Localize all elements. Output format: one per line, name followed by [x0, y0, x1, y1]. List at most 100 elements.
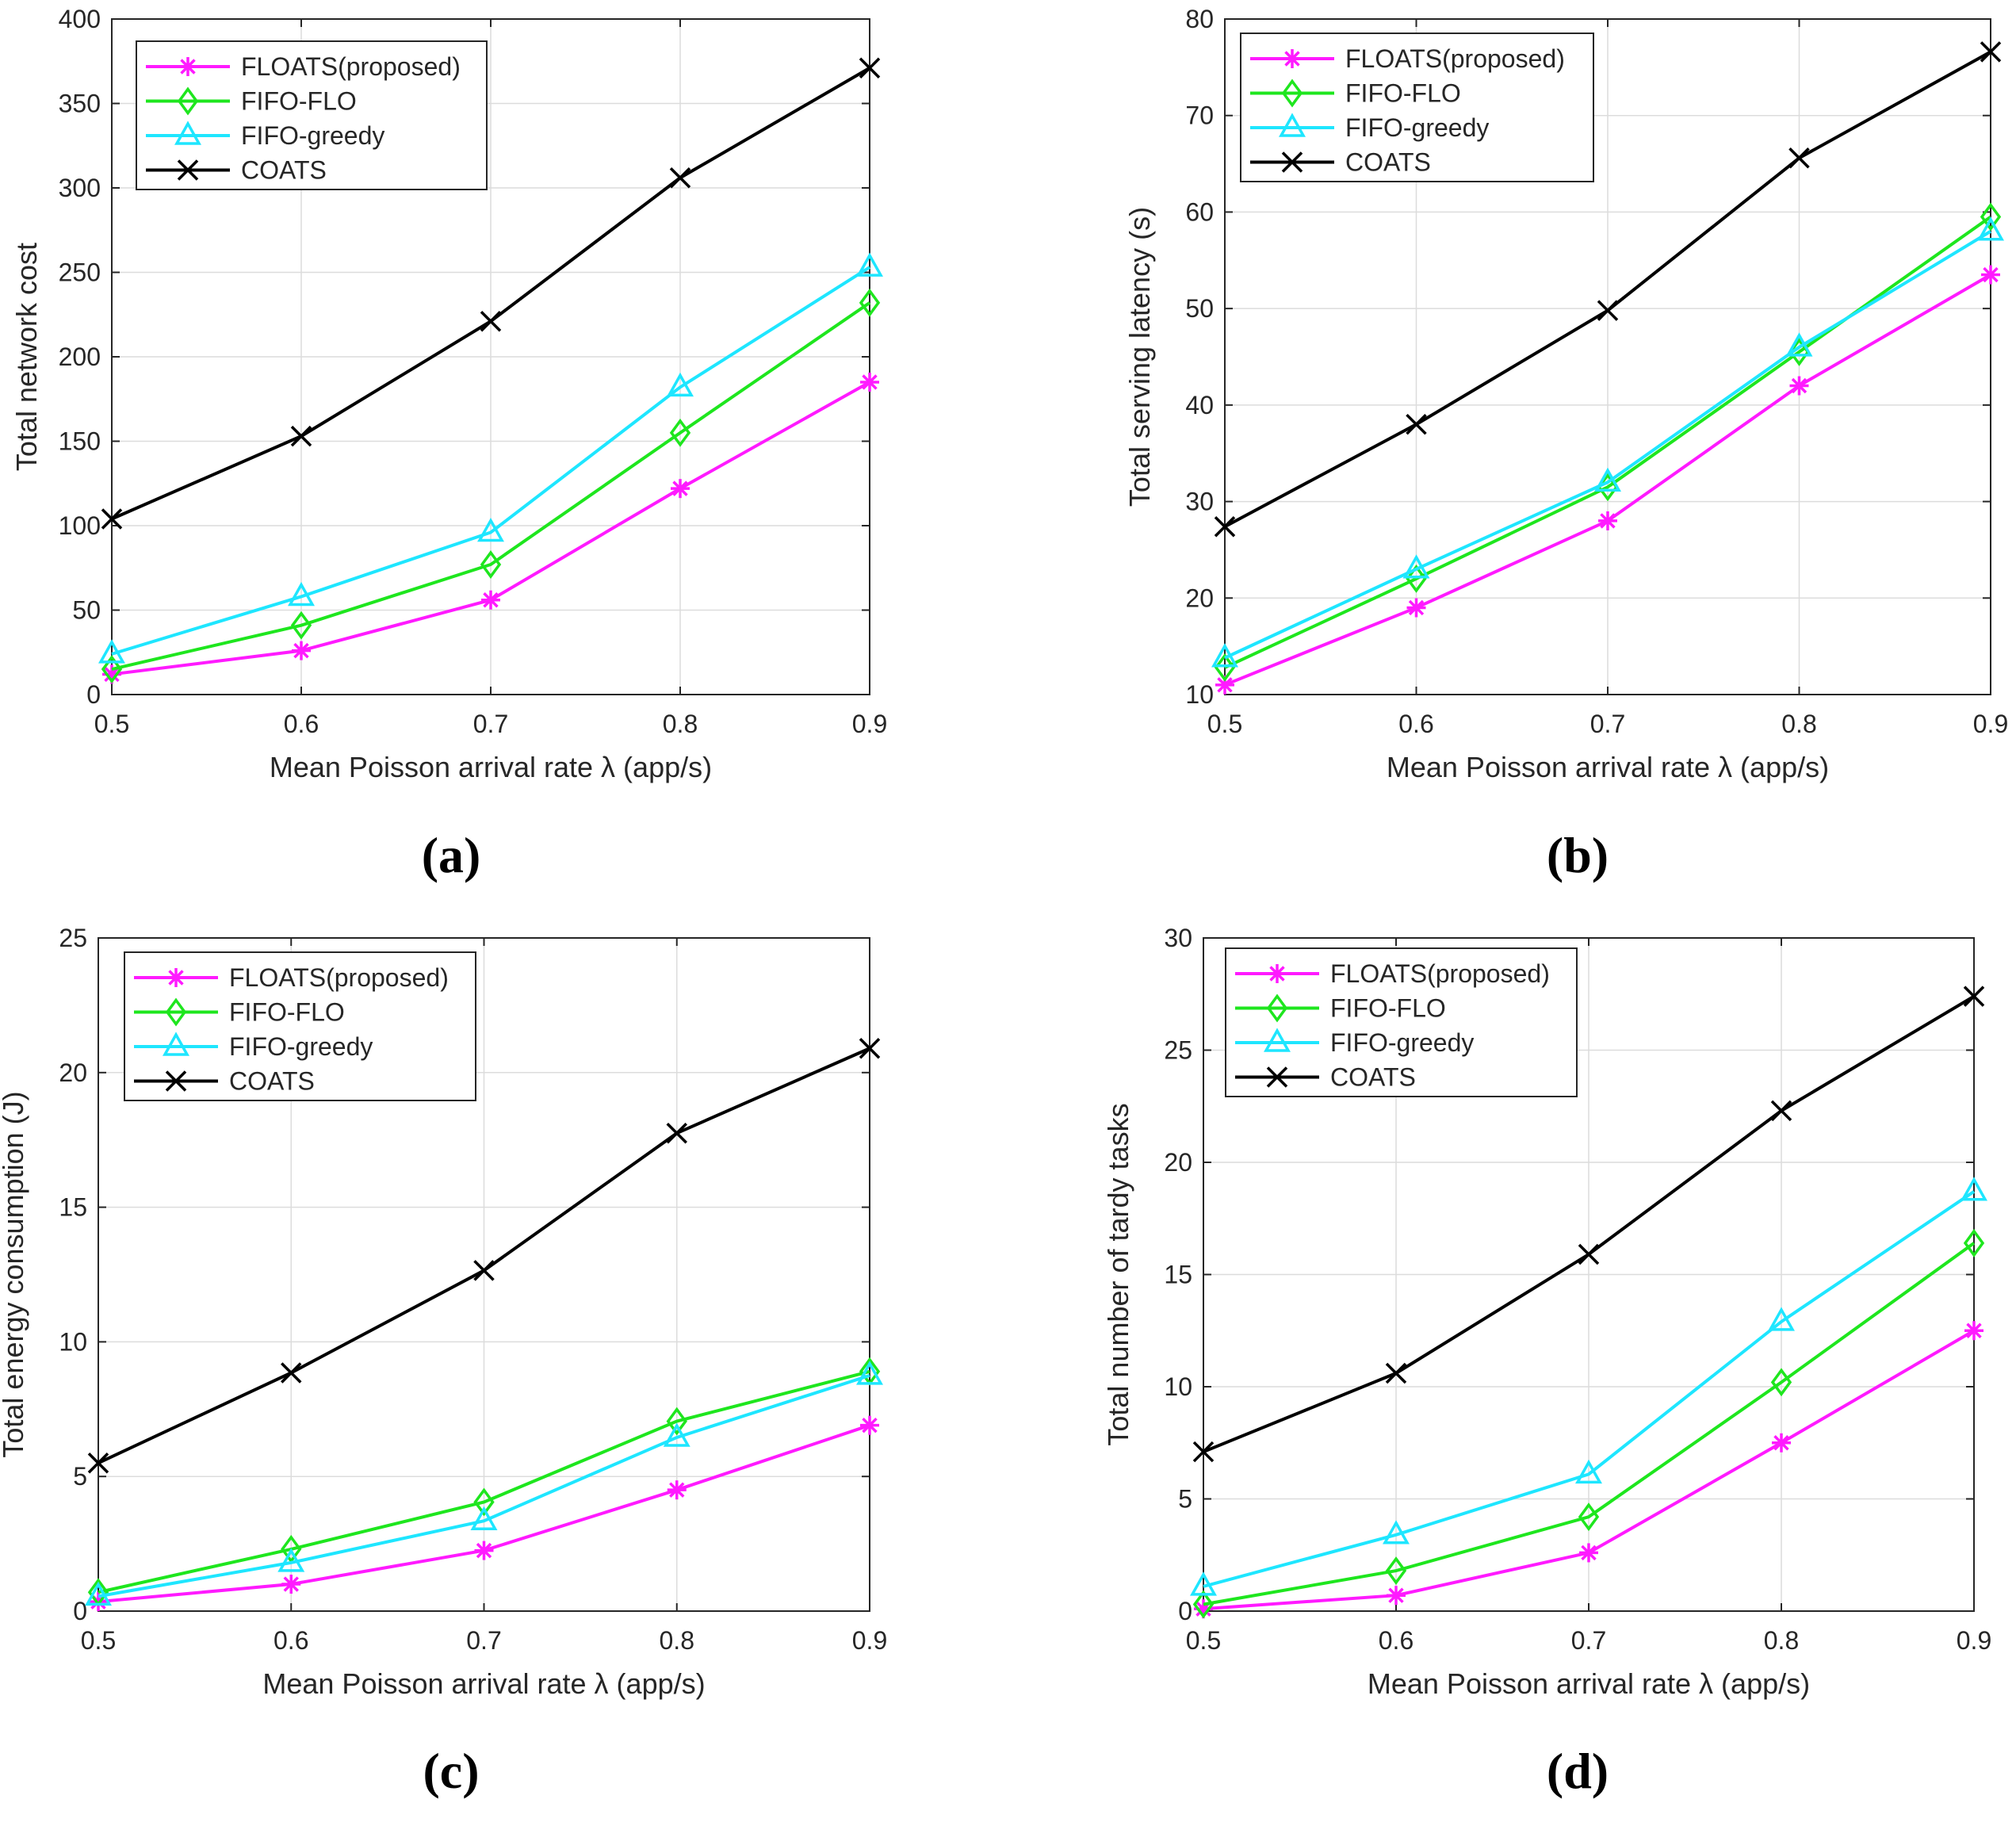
series-coats [1214, 41, 2002, 538]
series-coats [101, 57, 881, 530]
y-tick-label: 50 [1185, 294, 1214, 323]
data-point-cross [859, 57, 881, 79]
data-point-asterisk [860, 1415, 879, 1435]
data-point-cross [1192, 1441, 1215, 1463]
data-point-diamond [1963, 1228, 1985, 1257]
panel-label: (c) [423, 1743, 479, 1799]
legend-entry: FLOATS(proposed) [146, 52, 461, 81]
x-tick-label: 0.8 [660, 1626, 694, 1655]
y-tick-label: 15 [59, 1193, 87, 1222]
series-floats-proposed- [89, 1415, 879, 1612]
panel-label: (a) [422, 827, 481, 883]
data-point-triangle [477, 517, 504, 542]
data-point-diamond [1385, 1556, 1407, 1586]
legend-marker-cross [1281, 151, 1303, 173]
y-tick-label: 150 [59, 427, 101, 456]
data-point-asterisk [1964, 1321, 1983, 1341]
data-point-diamond [669, 418, 691, 447]
data-point-diamond [1406, 564, 1427, 593]
legend-entry: FIFO-FLO [1235, 994, 1446, 1023]
data-point-diamond [1192, 1590, 1215, 1619]
data-point-cross [473, 1260, 495, 1281]
data-point-triangle [1961, 1177, 1987, 1201]
legend-label: FLOATS(proposed) [1345, 44, 1565, 73]
x-tick-label: 0.8 [1781, 710, 1816, 738]
data-point-triangle [470, 1506, 498, 1530]
series-fifo-flo [101, 288, 881, 684]
data-point-diamond [1980, 202, 2002, 232]
legend-marker-asterisk [166, 968, 186, 987]
y-tick-label: 10 [1185, 680, 1214, 709]
data-point-asterisk [1789, 376, 1809, 396]
data-point-cross [480, 311, 502, 332]
series-fifo-flo [1192, 1228, 1985, 1619]
data-point-asterisk [281, 1575, 301, 1594]
x-tick-label: 0.9 [1957, 1626, 1991, 1655]
legend-entry: FIFO-greedy [146, 121, 384, 150]
x-tick-label: 0.5 [1186, 1626, 1221, 1655]
data-point-asterisk [1406, 598, 1426, 618]
data-point-cross [87, 1452, 109, 1474]
legend-label: FIFO-greedy [229, 1032, 373, 1061]
data-point-triangle [85, 1581, 112, 1606]
data-point-triangle [1211, 643, 1238, 668]
data-point-diamond [1578, 1502, 1600, 1532]
series-floats-proposed- [102, 372, 879, 684]
data-point-cross [281, 1362, 302, 1384]
legend-marker-diamond [1281, 78, 1303, 108]
data-point-asterisk [1598, 511, 1617, 530]
y-tick-label: 0 [1178, 1597, 1192, 1625]
y-axis-label: Total serving latency (s) [1123, 207, 1156, 507]
x-axis-label: Mean Poisson arrival rate λ (app/s) [270, 751, 712, 783]
y-tick-label: 200 [59, 343, 101, 371]
legend-entry: FIFO-FLO [146, 87, 357, 116]
data-point-triangle [1402, 554, 1430, 579]
y-tick-label: 0 [73, 1597, 87, 1625]
chart-panel-d: 0.5 0.6 0.7 0.8 0.9 0 5 10 15 20 25 30 Mean Poisson … [1102, 924, 1991, 1799]
legend-marker-diamond [1266, 993, 1288, 1023]
x-axis-label: Mean Poisson arrival rate λ (app/s) [262, 1667, 705, 1700]
data-point-triangle [1785, 332, 1813, 357]
data-point-triangle [288, 581, 315, 607]
data-point-cross [101, 508, 123, 530]
data-point-diamond [859, 288, 881, 317]
legend-marker-asterisk [178, 57, 197, 76]
data-point-asterisk [292, 641, 311, 660]
legend-label: COATS [1330, 1063, 1416, 1092]
legend-entry: FIFO-greedy [1250, 113, 1489, 142]
series-fifo-greedy [1211, 216, 2004, 668]
series-coats [87, 1037, 881, 1474]
y-axis-label: Total energy consumption (J) [0, 1091, 29, 1457]
legend-label: FIFO-FLO [229, 998, 345, 1027]
legend: FLOATS(proposed) FIFO-FLO FIFO-greedy COATS [1225, 947, 1578, 1097]
y-tick-label: 50 [72, 596, 101, 625]
data-point-asterisk [1579, 1543, 1598, 1563]
y-tick-label: 20 [1185, 584, 1214, 612]
x-tick-label: 0.5 [81, 1626, 116, 1655]
x-tick-label: 0.5 [1207, 710, 1242, 738]
legend-marker-triangle [1279, 113, 1306, 137]
x-tick-label: 0.8 [663, 710, 698, 738]
data-point-triangle [667, 372, 694, 397]
data-point-cross [1578, 1243, 1600, 1265]
series-fifo-greedy [1190, 1177, 1987, 1596]
y-tick-label: 300 [59, 174, 101, 202]
legend-entry: COATS [134, 1067, 315, 1096]
legend-label: COATS [241, 156, 327, 185]
y-tick-label: 15 [1164, 1261, 1192, 1289]
legend-marker-triangle [1264, 1028, 1291, 1052]
panel-label: (b) [1547, 827, 1609, 883]
legend-entry: COATS [1250, 148, 1431, 177]
chart-panel-c: 0.5 0.6 0.7 0.8 0.9 0 5 10 15 20 25 Mean Poisson ar… [0, 924, 887, 1799]
data-point-cross [1963, 986, 1985, 1007]
y-tick-label: 350 [59, 90, 101, 118]
legend-entry: FIFO-greedy [134, 1032, 373, 1061]
data-point-asterisk [474, 1541, 494, 1560]
legend-label: COATS [229, 1067, 315, 1096]
series-line [98, 1373, 870, 1598]
y-tick-label: 100 [59, 511, 101, 540]
y-tick-label: 30 [1185, 488, 1214, 516]
data-point-cross [669, 167, 691, 189]
legend-label: FIFO-greedy [1345, 113, 1489, 142]
x-tick-label: 0.7 [1590, 710, 1625, 738]
